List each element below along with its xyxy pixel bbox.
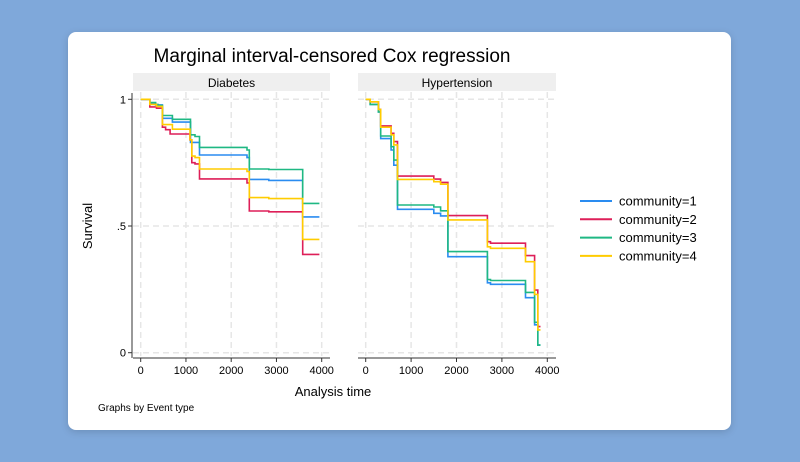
panel-diabetes: Diabetes 0 1000 2000 3000 4000 0 .5 1 — [117, 73, 334, 377]
panel-hypertension: Hypertension 0 1000 2000 3000 4000 — [358, 73, 560, 377]
survival-line-community-4 — [365, 98, 541, 331]
panel-header — [358, 73, 556, 91]
chart-card — [68, 32, 731, 430]
y-tick-label: 0 — [120, 348, 126, 360]
y-tick-label: .5 — [117, 221, 126, 233]
x-tick-label: 3000 — [490, 365, 514, 377]
x-tick-label: 0 — [363, 365, 369, 377]
x-tick-label: 4000 — [535, 365, 559, 377]
legend: community=1 community=2 community=3 communi… — [580, 194, 697, 263]
survival-line-community-3 — [140, 98, 320, 205]
x-tick-label: 1000 — [174, 365, 198, 377]
x-tick-label: 0 — [138, 365, 144, 377]
legend-label: community=4 — [619, 248, 697, 263]
chart-title: Marginal interval-censored Cox regressio… — [154, 46, 511, 67]
survival-line-community-2 — [365, 98, 541, 328]
x-tick-label: 2000 — [219, 365, 243, 377]
by-note: Graphs by Event type — [98, 403, 195, 414]
survival-line-community-2 — [140, 98, 320, 256]
x-tick-label: 2000 — [444, 365, 468, 377]
legend-label: community=1 — [619, 194, 697, 209]
legend-label: community=3 — [619, 230, 697, 245]
x-tick-label: 3000 — [264, 365, 288, 377]
survival-line-community-3 — [365, 98, 541, 346]
survival-line-community-4 — [140, 98, 320, 241]
panel-header-label: Hypertension — [422, 76, 493, 90]
x-axis-label: Analysis time — [295, 384, 372, 399]
y-tick-label: 1 — [120, 94, 126, 106]
y-axis-label: Survival — [80, 203, 95, 249]
x-tick-label: 4000 — [309, 365, 333, 377]
legend-label: community=2 — [619, 212, 697, 227]
panel-header — [133, 73, 330, 91]
panel-header-label: Diabetes — [208, 76, 255, 90]
survival-line-community-1 — [365, 98, 541, 346]
x-tick-label: 1000 — [399, 365, 423, 377]
